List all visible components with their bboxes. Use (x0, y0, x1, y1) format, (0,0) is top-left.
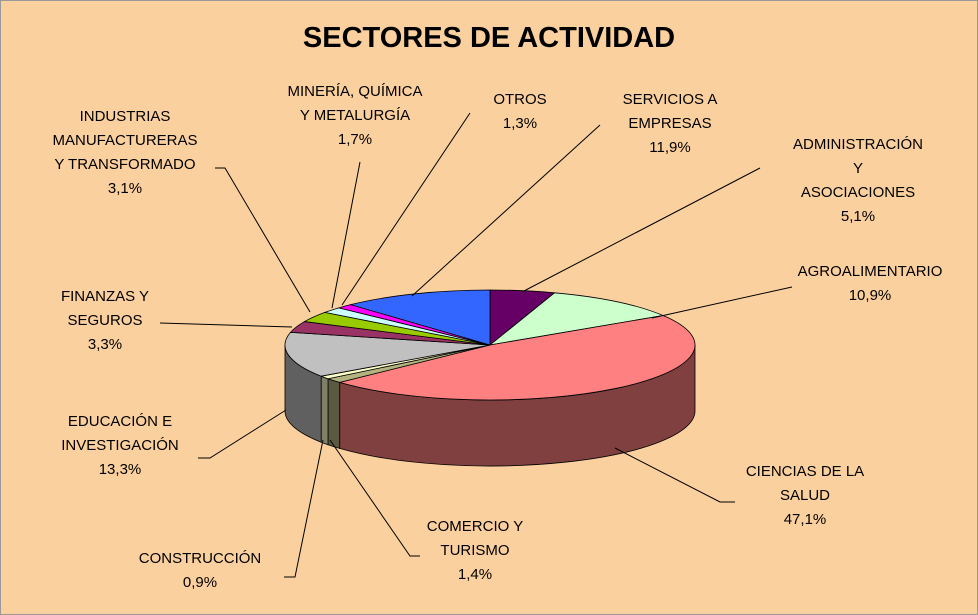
category-label: EDUCACIÓN E INVESTIGACIÓN (61, 413, 179, 454)
category-label: CONSTRUCCIÓN (138, 550, 262, 567)
category-label: OTROS (493, 91, 547, 108)
category-label: COMERCIO Y TURISMO (426, 518, 524, 559)
slice-label: CIENCIAS DE LA SALUD 47,1% (746, 460, 864, 532)
slice (338, 315, 696, 401)
slice-label: COMERCIO Y TURISMO 1,4% (427, 515, 523, 587)
category-label: AGROALIMENTARIO (797, 263, 943, 280)
slice-side (320, 375, 329, 446)
value-label: 47,1% (783, 511, 827, 528)
slice-side (327, 378, 341, 449)
leader-line (284, 439, 324, 578)
category-label: ADMINISTRACIÓN Y ASOCIACIONES (792, 136, 924, 201)
value-label: 11,9% (649, 139, 691, 156)
category-label: FINANZAS Y SEGUROS (60, 288, 150, 329)
slice-label: OTROS 1,3% (493, 88, 546, 136)
slice-label: FINANZAS Y SEGUROS 3,3% (61, 285, 149, 357)
leader-line (215, 167, 311, 313)
slice (488, 292, 665, 346)
category-label: INDUSTRIAS MANUFACTURERAS Y TRANSFORMADO (52, 108, 198, 173)
slice (349, 289, 491, 346)
leader-line (198, 409, 287, 459)
leader-line (331, 161, 361, 309)
leader-line (651, 286, 793, 319)
category-label: MINERÍA, QUÍMICA Y METALURGÍA (287, 83, 423, 124)
leader-line (521, 167, 761, 293)
slice-label: AGROALIMENTARIO 10,9% (798, 260, 943, 308)
chart-title: SECTORES DE ACTIVIDAD (302, 22, 676, 54)
leader-line (411, 124, 601, 297)
leader-line (341, 112, 471, 306)
value-label: 5,1% (840, 208, 876, 225)
value-label: 1,3% (502, 115, 538, 132)
value-label: 1,4% (457, 566, 493, 583)
value-label: 3,3% (87, 336, 123, 353)
value-label: 10,9% (848, 287, 892, 304)
leader-line (329, 439, 420, 557)
value-label: 3,1% (107, 180, 143, 197)
slice-label: CONSTRUCCIÓN 0,9% (139, 547, 262, 595)
leader-line (159, 322, 293, 328)
slice-label: SERVICIOS A EMPRESAS 11,9% (623, 88, 718, 160)
category-label: SERVICIOS A EMPRESAS (622, 91, 718, 132)
slice-label: ADMINISTRACIÓN Y ASOCIACIONES 5,1% (793, 133, 923, 229)
value-label: 13,3% (98, 461, 142, 478)
slice-label: INDUSTRIAS MANUFACTURERAS Y TRANSFORMADO… (52, 105, 197, 201)
category-label: CIENCIAS DE LA SALUD (745, 463, 865, 504)
value-label: 1,7% (337, 131, 373, 148)
slice-label: MINERÍA, QUÍMICA Y METALURGÍA 1,7% (287, 80, 422, 152)
leader-line (614, 447, 735, 503)
value-label: 0,9% (182, 574, 218, 591)
slice-label: EDUCACIÓN E INVESTIGACIÓN 13,3% (61, 410, 179, 482)
slice (284, 331, 491, 377)
